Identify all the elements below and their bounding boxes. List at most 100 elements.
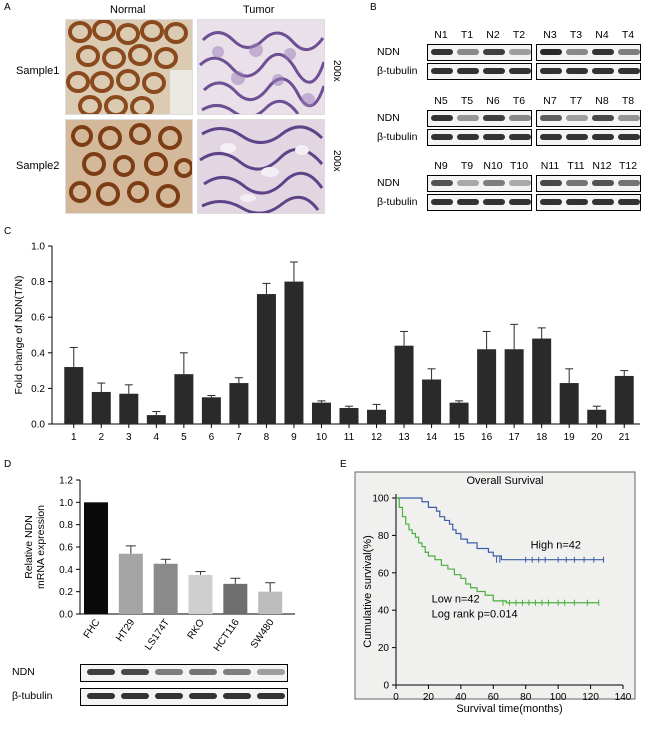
blot-label-ndn: NDN: [12, 666, 35, 678]
blot-band: [566, 134, 588, 140]
bar: [284, 281, 304, 424]
blot-band: [457, 180, 479, 186]
blot-strip-tubulin: [427, 194, 532, 211]
blot-band: [155, 669, 183, 675]
x-tick-label: 20: [591, 432, 603, 443]
blot-band: [618, 134, 640, 140]
ihc-image-sample2-normal: [65, 119, 193, 214]
bar: [188, 574, 213, 614]
blot-band: [618, 49, 640, 55]
blot-band: [457, 49, 479, 55]
lane-label-t12: T12: [618, 160, 638, 172]
y-tick-label: 40: [378, 606, 390, 617]
blot-band: [257, 669, 285, 675]
blot-band: [592, 68, 614, 74]
x-tick-label: 4: [154, 432, 160, 443]
bar: [118, 553, 143, 614]
blot-band: [457, 199, 479, 205]
blot-band: [566, 180, 588, 186]
x-tick-label: 18: [536, 432, 548, 443]
ihc-image-sample2-tumor: [197, 119, 325, 214]
annotation-high: High n=42: [531, 539, 581, 551]
blot-band: [509, 180, 531, 186]
ihc-texture: [66, 20, 192, 114]
col-header-tumor: Tumor: [243, 4, 275, 16]
blot-band: [483, 134, 505, 140]
lane-label-t11: T11: [567, 160, 585, 172]
x-tick-label: 19: [564, 432, 576, 443]
y-tick-label: 100: [372, 494, 389, 505]
y-axis-label: Fold change of NDN(T/N): [13, 275, 25, 394]
bar: [258, 591, 283, 614]
plot-background: [354, 471, 636, 700]
y-tick-label: 0.6: [31, 313, 45, 324]
annotation-low: Low n=42: [432, 594, 480, 606]
ihc-image-sample1-tumor: [197, 19, 325, 115]
blot-strip-ndn: [536, 110, 641, 127]
fold-change-bar-chart: 0.00.20.40.60.81.01 2 3 4 5 6 7 8 9 10 11 12 13 14 15 1…: [13, 242, 640, 443]
lane-label-n5: N5: [434, 95, 448, 107]
x-tick-label: 2: [99, 432, 105, 443]
survival-curve: [396, 497, 599, 604]
x-axis-label: Survival time(months): [456, 703, 562, 715]
bar: [559, 383, 579, 424]
lane-label-n2: N2: [486, 29, 500, 41]
blot-band: [509, 134, 531, 140]
y-axis-label-line1: Relative NDN: [23, 515, 35, 579]
x-tick-label: 8: [264, 432, 270, 443]
x-tick-label: 120: [582, 692, 599, 703]
blot-band: [618, 180, 640, 186]
blot-band: [87, 693, 115, 699]
lane-label-t10: T10: [509, 160, 529, 172]
survival-curve-chart: Overall Survival 0 20 40 60 80 100 0 20 40 60 80 100…: [354, 471, 636, 715]
blot-band: [431, 49, 453, 55]
x-tick-label: 12: [371, 432, 383, 443]
blot-band: [431, 199, 453, 205]
blot-strip-ndn: [427, 44, 532, 61]
bar: [614, 375, 634, 424]
blot-strip-tubulin: [536, 63, 641, 80]
blot-band: [592, 49, 614, 55]
blot-strip-tubulin: [427, 63, 532, 80]
row-label-ndn: NDN: [377, 112, 400, 124]
lane-label-t8: T8: [621, 95, 635, 107]
lane-label-n11: N11: [540, 160, 560, 172]
bar: [201, 397, 221, 424]
blot-band: [155, 693, 183, 699]
blot-band: [87, 669, 115, 675]
blot-band: [483, 49, 505, 55]
x-tick-label: 20: [423, 692, 435, 703]
blot-strip-beta-tubulin: [80, 688, 288, 706]
blot-band: [566, 199, 588, 205]
blot-strip-tubulin: [427, 129, 532, 146]
blot-band: [431, 68, 453, 74]
blot-band: [566, 68, 588, 74]
blot-band: [483, 180, 505, 186]
blot-band: [540, 180, 562, 186]
row-label-sample2: Sample2: [16, 160, 60, 172]
blot-band: [509, 199, 531, 205]
blot-band: [121, 693, 149, 699]
magnification-label-sample2: 200x: [331, 150, 342, 172]
panel-d-label: D: [4, 459, 12, 470]
x-tick-label: 5: [181, 432, 187, 443]
blot-strip-ndn: [427, 110, 532, 127]
blot-band: [483, 199, 505, 205]
lane-label-n4: N4: [595, 29, 609, 41]
x-tick-label: 11: [344, 432, 355, 443]
blot-band: [431, 134, 453, 140]
bar: [367, 409, 387, 424]
x-tick-label: 6: [209, 432, 215, 443]
y-tick-label: 0.2: [31, 384, 45, 395]
lane-label-n9: N9: [434, 160, 448, 172]
lane-label-n12: N12: [592, 160, 612, 172]
x-tick-label: 1: [71, 432, 77, 443]
x-tick-label: HT29: [114, 617, 137, 644]
blot-band: [223, 693, 251, 699]
panel-e-label: E: [340, 459, 347, 470]
ihc-texture: [66, 120, 192, 213]
col-header-normal: Normal: [110, 4, 146, 16]
y-tick-label: 0.4: [31, 348, 45, 359]
blot-band: [540, 199, 562, 205]
bar: [422, 379, 442, 424]
